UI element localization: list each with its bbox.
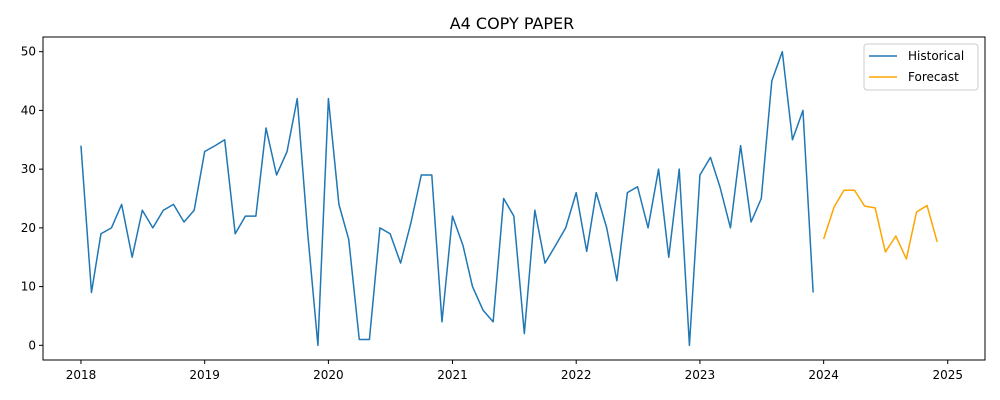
x-tick-label: 2021	[437, 368, 468, 382]
legend-label-forecast: Forecast	[908, 70, 959, 84]
x-tick-label: 2020	[313, 368, 344, 382]
x-tick-label: 2019	[189, 368, 220, 382]
y-tick-label: 40	[21, 103, 36, 117]
x-axis: 2018 2019 2020 2021 2022 2023 2024 2025	[66, 360, 963, 382]
x-tick-label: 2022	[561, 368, 592, 382]
y-tick-label: 30	[21, 162, 36, 176]
x-tick-label: 2018	[66, 368, 97, 382]
y-axis: 0 10 20 30 40 50	[21, 45, 43, 352]
chart-title: A4 COPY PAPER	[450, 14, 575, 33]
x-tick-label: 2023	[685, 368, 716, 382]
series-layer	[80, 50, 938, 347]
legend: Historical Forecast	[863, 43, 979, 91]
series-line-forecast	[822, 189, 938, 260]
series-line-historical	[80, 50, 814, 347]
legend-label-historical: Historical	[908, 49, 964, 63]
y-tick-label: 10	[21, 280, 36, 294]
x-tick-label: 2025	[932, 368, 963, 382]
x-tick-label: 2024	[808, 368, 839, 382]
y-tick-label: 20	[21, 221, 36, 235]
y-tick-label: 50	[21, 45, 36, 59]
y-tick-label: 0	[28, 338, 36, 352]
plot-frame	[42, 36, 986, 361]
